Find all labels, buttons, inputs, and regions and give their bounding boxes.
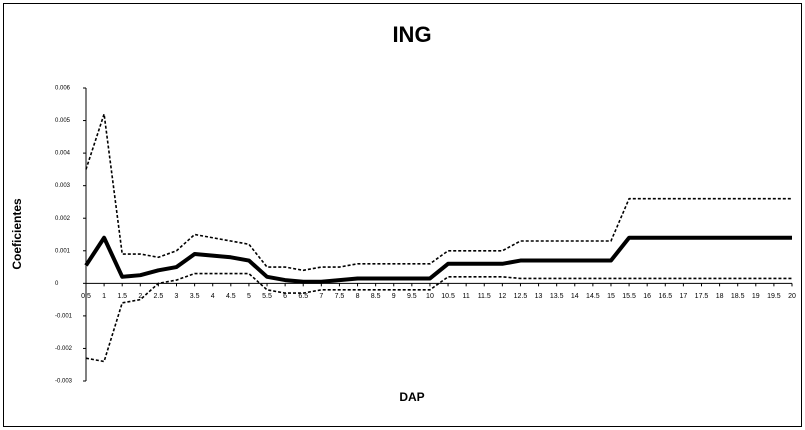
x-tick-label: 15 bbox=[607, 293, 615, 300]
x-tick-label: 7 bbox=[319, 293, 323, 300]
x-tick-label: 4 bbox=[211, 293, 215, 300]
y-tick-label: 0.002 bbox=[55, 216, 71, 222]
x-tick-label: 5 bbox=[247, 293, 251, 300]
x-tick-label: 15.5 bbox=[622, 293, 636, 300]
x-tick-label: 8.5 bbox=[371, 293, 381, 300]
y-tick-label: 0.003 bbox=[55, 183, 71, 189]
line-series-dashed bbox=[85, 272, 792, 363]
y-tick-label: -0.003 bbox=[55, 379, 73, 385]
x-tick-label: 13 bbox=[535, 293, 543, 300]
y-tick-label: 0.005 bbox=[55, 118, 71, 124]
x-tick-label: 5.5 bbox=[262, 293, 272, 300]
x-tick-label: 17.5 bbox=[695, 293, 709, 300]
x-tick-label: 3 bbox=[175, 293, 179, 300]
x-tick-label: 14.5 bbox=[586, 293, 600, 300]
x-tick-label: 4.5 bbox=[226, 293, 236, 300]
x-tick-label: 19.5 bbox=[767, 293, 781, 300]
y-tick-label: 0.001 bbox=[55, 248, 71, 254]
y-tick-label: 0.006 bbox=[55, 86, 71, 92]
x-tick-label: 18.5 bbox=[731, 293, 745, 300]
x-tick-label: 17 bbox=[679, 293, 687, 300]
x-tick-label: 20 bbox=[788, 293, 796, 300]
x-tick-label: 2 bbox=[138, 293, 142, 300]
x-tick-label: 9.5 bbox=[407, 293, 417, 300]
x-tick-label: 12 bbox=[498, 293, 506, 300]
x-tick-label: 2.5 bbox=[154, 293, 164, 300]
x-tick-label: 11 bbox=[463, 293, 470, 300]
x-tick-label: 1 bbox=[102, 293, 106, 300]
x-tick-label: 12.5 bbox=[514, 293, 528, 300]
x-tick-label: 8 bbox=[356, 293, 360, 300]
chart-title: ING bbox=[392, 22, 431, 47]
x-tick-label: 10.5 bbox=[441, 293, 455, 300]
y-tick-label: -0.002 bbox=[55, 346, 73, 352]
x-tick-label: 6 bbox=[283, 293, 287, 300]
y-tick-label: 0.004 bbox=[55, 151, 71, 157]
x-tick-label: 14 bbox=[571, 293, 579, 300]
line-series-dashed bbox=[85, 113, 792, 272]
x-tick-label: 7.5 bbox=[335, 293, 345, 300]
line-series bbox=[84, 235, 792, 284]
y-tick-label: -0.001 bbox=[55, 313, 73, 319]
x-tick-label: 10 bbox=[426, 293, 434, 300]
x-tick-label: 19 bbox=[752, 293, 760, 300]
x-tick-label: 9 bbox=[392, 293, 396, 300]
y-tick-label: 0 bbox=[55, 281, 59, 287]
x-tick-label: 0.5 bbox=[81, 293, 91, 300]
x-tick-label: 6.5 bbox=[298, 293, 308, 300]
x-tick-label: 1.5 bbox=[117, 293, 127, 300]
x-tick-label: 13.5 bbox=[550, 293, 564, 300]
x-axis-label: DAP bbox=[399, 390, 424, 404]
y-axis-label: Coeficientes bbox=[10, 198, 24, 270]
x-tick-label: 3.5 bbox=[190, 293, 200, 300]
x-tick-label: 16 bbox=[643, 293, 651, 300]
x-tick-label: 11.5 bbox=[478, 293, 491, 300]
chart-frame bbox=[3, 3, 802, 427]
x-tick-label: 18 bbox=[716, 293, 724, 300]
x-tick-label: 16.5 bbox=[658, 293, 672, 300]
